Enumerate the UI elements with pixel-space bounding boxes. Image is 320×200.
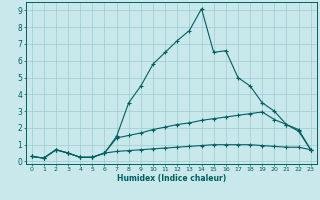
X-axis label: Humidex (Indice chaleur): Humidex (Indice chaleur) [116, 174, 226, 183]
